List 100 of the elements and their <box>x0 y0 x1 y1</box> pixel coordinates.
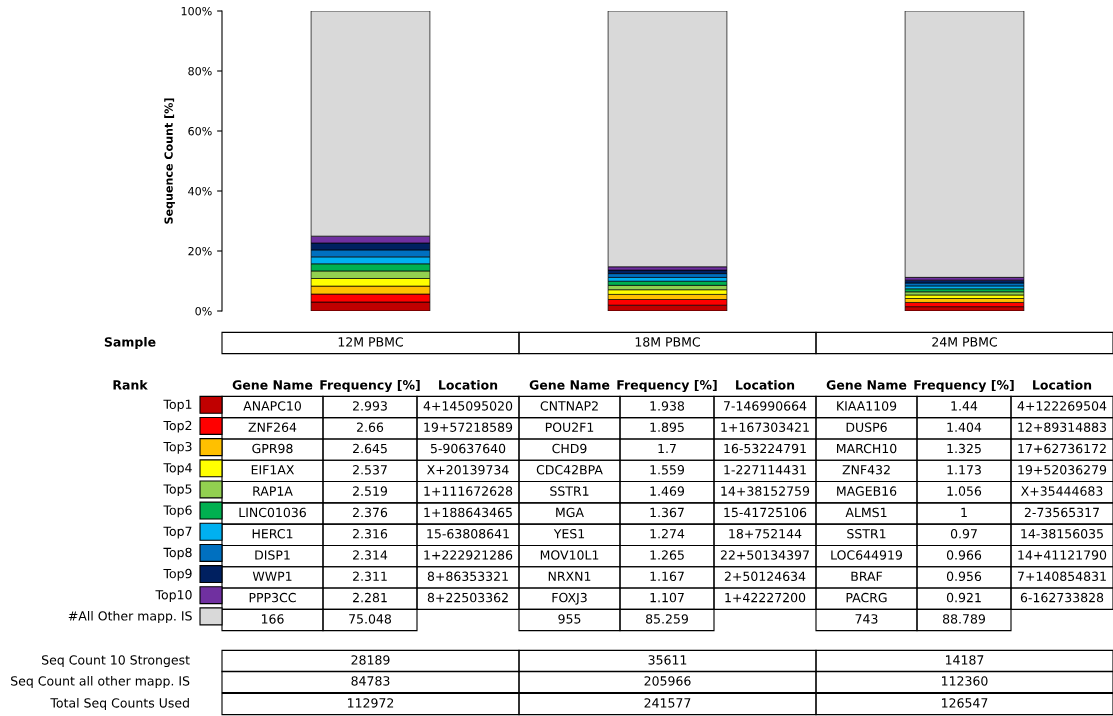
text: 5-90637640 <box>430 443 506 454</box>
text: Seq Count all other mapp. IS <box>11 675 190 689</box>
y-tick-label: 80% <box>188 66 212 76</box>
text: Frequency [%] <box>320 379 420 393</box>
data-label: 85.259 <box>645 614 688 624</box>
text: 6-162733828 <box>1020 592 1104 603</box>
text: EIF1AX <box>251 465 295 475</box>
text: 2+50124634 <box>724 571 806 582</box>
bar <box>607 273 728 278</box>
text: 22+50134397 <box>720 550 809 560</box>
text: Total Seq Counts Used <box>50 697 189 711</box>
text: 7+140854831 <box>1018 571 1106 582</box>
text: SSTR1 <box>550 486 589 496</box>
data-label: 2.376 <box>353 507 388 518</box>
x-tick-label: 18M PBMC <box>635 337 700 347</box>
text: X+20139734 <box>427 465 509 475</box>
legend-label: Top9 <box>163 568 192 581</box>
text: 1-227114431 <box>724 465 806 475</box>
text: POU2F1 <box>545 422 594 432</box>
data-label: 0.966 <box>946 550 982 560</box>
y-tick-label: 20% <box>188 246 212 256</box>
text: DISP1 <box>255 550 290 560</box>
text: ALMS1 <box>845 507 887 518</box>
text: FOXJ3 <box>552 592 587 605</box>
text: 15-41725106 <box>724 507 807 518</box>
text: MGA <box>556 507 584 518</box>
text: MOV10L1 <box>540 550 599 560</box>
text: Location <box>439 379 498 390</box>
x-tick-label: 24M PBMC <box>932 337 997 347</box>
text: Location <box>736 379 795 390</box>
text: WWP1 <box>252 571 292 581</box>
text: 743 <box>855 614 878 624</box>
data-label: 2.311 <box>353 571 387 582</box>
text: 14-38156035 <box>1021 528 1103 539</box>
bar <box>904 11 1025 278</box>
legend-label: Top5 <box>163 484 192 497</box>
text: BRAF <box>851 571 883 581</box>
text: Frequency [%] <box>617 379 717 393</box>
text: 112360 <box>942 676 988 686</box>
text: LINC01036 <box>239 507 306 518</box>
text: 19+57218589 <box>424 422 513 432</box>
data-label: 1.559 <box>650 465 685 475</box>
text: 1+222921286 <box>424 550 513 560</box>
data-label: 1.367 <box>650 507 684 518</box>
legend-label: Top2 <box>163 420 192 433</box>
legend-label: Top8 <box>163 547 192 560</box>
data-label: 0.97 <box>950 528 977 539</box>
text: 35611 <box>648 655 687 665</box>
text: 8+86353321 <box>427 571 508 582</box>
legend-label: Top4 <box>163 463 192 475</box>
data-label: 1.44 <box>951 401 978 411</box>
text: 112972 <box>348 698 394 708</box>
text: ANAPC10 <box>243 401 301 411</box>
text: Frequency [%] <box>914 379 1014 393</box>
text: LOC644919 <box>831 550 903 560</box>
text: MAGEB16 <box>837 486 897 496</box>
text: 241577 <box>644 698 691 708</box>
bar <box>607 277 728 282</box>
legend-label: Top6 <box>163 505 192 518</box>
text: PACRG <box>846 592 887 603</box>
text: YES1 <box>553 528 585 539</box>
text: HERC1 <box>252 528 293 539</box>
text: CNTNAP2 <box>540 401 598 411</box>
data-label: 1.167 <box>650 571 684 582</box>
data-label: 2.645 <box>353 443 387 454</box>
text: 955 <box>558 614 581 624</box>
bar <box>607 11 728 268</box>
text: NRXN1 <box>548 571 591 581</box>
text: Gene Name <box>232 380 313 390</box>
data-label: 1.895 <box>650 422 684 432</box>
text: PPP3CC <box>249 592 296 603</box>
data-label: 2.316 <box>353 528 388 539</box>
data-label: 88.789 <box>942 614 985 624</box>
data-label: 1.7 <box>658 443 676 454</box>
data-label: 0.921 <box>946 592 981 603</box>
text: 4+145095020 <box>423 401 513 411</box>
data-label: 2.66 <box>357 422 384 432</box>
text: 166 <box>261 614 284 624</box>
text: DUSP6 <box>846 422 887 432</box>
data-label: 75.048 <box>349 614 392 624</box>
legend-label: Top1 <box>163 399 192 412</box>
text: 14+38152759 <box>721 486 810 496</box>
data-label: 0.956 <box>946 571 982 582</box>
y-axis-title: Sequence Count [%] <box>164 98 175 224</box>
text: CDC42BPA <box>536 465 603 475</box>
legend-label: Top7 <box>163 526 192 539</box>
data-label: 1.173 <box>947 465 981 475</box>
text: 14187 <box>945 655 984 665</box>
data-label: 2.281 <box>353 592 387 603</box>
text: 1+188643465 <box>424 507 512 518</box>
x-tick-label: 12M PBMC <box>338 337 403 347</box>
data-label: 2.537 <box>353 465 387 475</box>
text: 19+52036279 <box>1018 465 1107 475</box>
data-label: 1.938 <box>650 401 685 411</box>
legend-label: Top3 <box>163 441 192 454</box>
data-label: 1.325 <box>947 443 981 454</box>
text: X+35444683 <box>1021 486 1103 496</box>
data-label: 2.314 <box>353 550 388 560</box>
y-tick-label: 60% <box>188 126 212 136</box>
text: 17+62736172 <box>1018 443 1106 454</box>
